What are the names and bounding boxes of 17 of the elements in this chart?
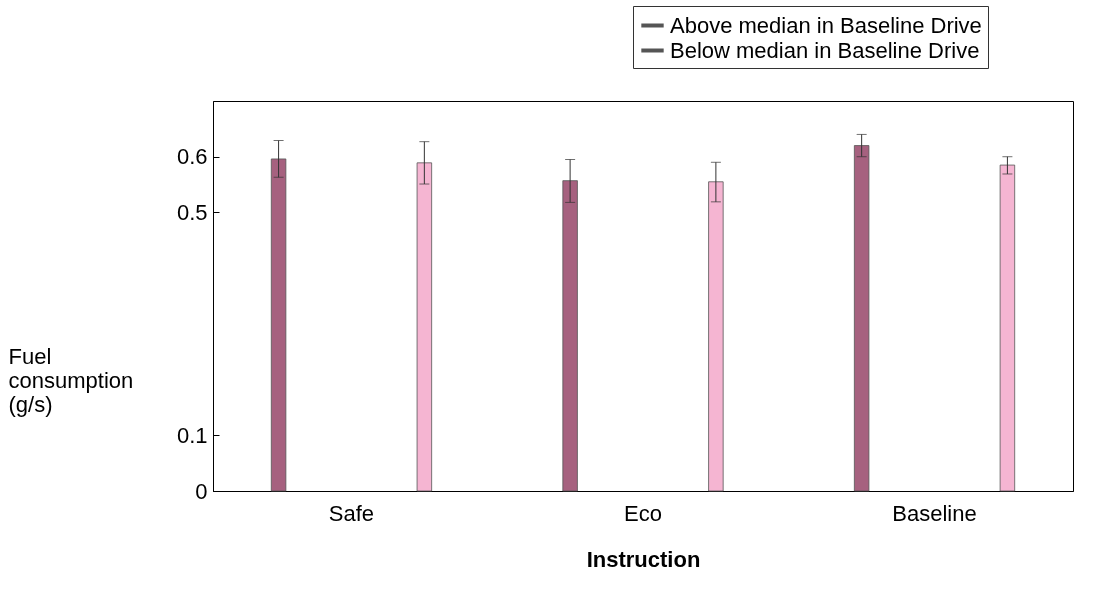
legend-label: Below median in Baseline Drive: [670, 37, 980, 63]
y-axis-title: Fuel consumption (g/s): [8, 343, 134, 417]
x-tick-label: Safe: [328, 500, 375, 526]
y-tick-label: 0.6: [176, 144, 208, 170]
bar: [999, 164, 1016, 492]
x-axis-title: Instruction: [586, 546, 701, 572]
bar: [270, 158, 287, 492]
bar: [562, 180, 578, 492]
y-tick-label: 0.1: [176, 422, 208, 448]
legend-label: Above median in Baseline Drive: [670, 12, 982, 38]
bar: [416, 162, 433, 492]
x-tick-label: Baseline: [892, 500, 977, 526]
y-tick-label: 0: [195, 478, 208, 504]
bar: [853, 145, 870, 492]
bar: [708, 181, 724, 492]
y-tick-label: 0.5: [176, 199, 208, 225]
x-tick-label: Eco: [624, 500, 662, 526]
